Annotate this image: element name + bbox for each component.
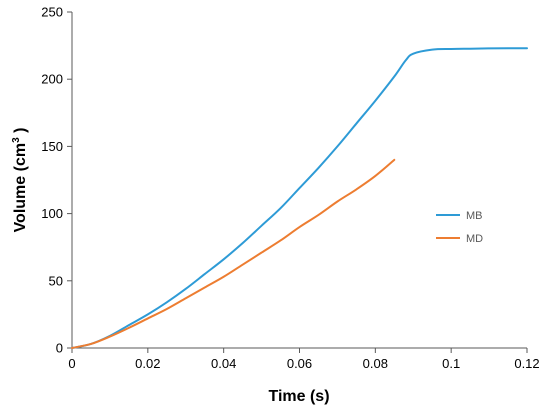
y-tick-label: 50 — [49, 273, 63, 288]
x-axis-ticks: 0 0.02 0.04 0.06 0.08 0.1 0.12 — [68, 348, 540, 371]
y-axis-title-main: Volume (cm — [12, 143, 29, 233]
series-line-md — [71, 158, 396, 349]
x-tick-label: 0.08 — [363, 356, 388, 371]
y-tick-label: 200 — [41, 72, 63, 87]
legend-label-mb: MB — [466, 210, 483, 222]
y-tick-label: 100 — [41, 206, 63, 221]
x-axis-title: Time (s) — [268, 388, 329, 405]
series-line-mb — [71, 47, 528, 349]
y-tick-label: 0 — [56, 341, 63, 356]
series-layer — [71, 47, 528, 349]
y-axis-title-superscript: 3 — [11, 137, 22, 143]
x-tick-label: 0.02 — [135, 356, 160, 371]
y-axis-ticks: 0 50 100 150 200 250 — [41, 5, 72, 356]
x-tick-label: 0.1 — [442, 356, 460, 371]
y-axis-title: Volume (cm3 ) — [11, 128, 29, 233]
legend: MB MD — [436, 210, 483, 245]
legend-label-md: MD — [466, 233, 483, 245]
y-tick-label: 250 — [41, 5, 63, 20]
plot-area: 0 0.02 0.04 0.06 0.08 0.1 0.12 0 50 100 150 200 250 — [41, 5, 539, 372]
y-tick-label: 150 — [41, 139, 63, 154]
x-tick-label: 0.06 — [287, 356, 312, 371]
x-tick-label: 0 — [68, 356, 75, 371]
x-tick-label: 0.04 — [211, 356, 236, 371]
y-axis-title-suffix: ) — [12, 128, 29, 138]
x-tick-label: 0.12 — [514, 356, 539, 371]
